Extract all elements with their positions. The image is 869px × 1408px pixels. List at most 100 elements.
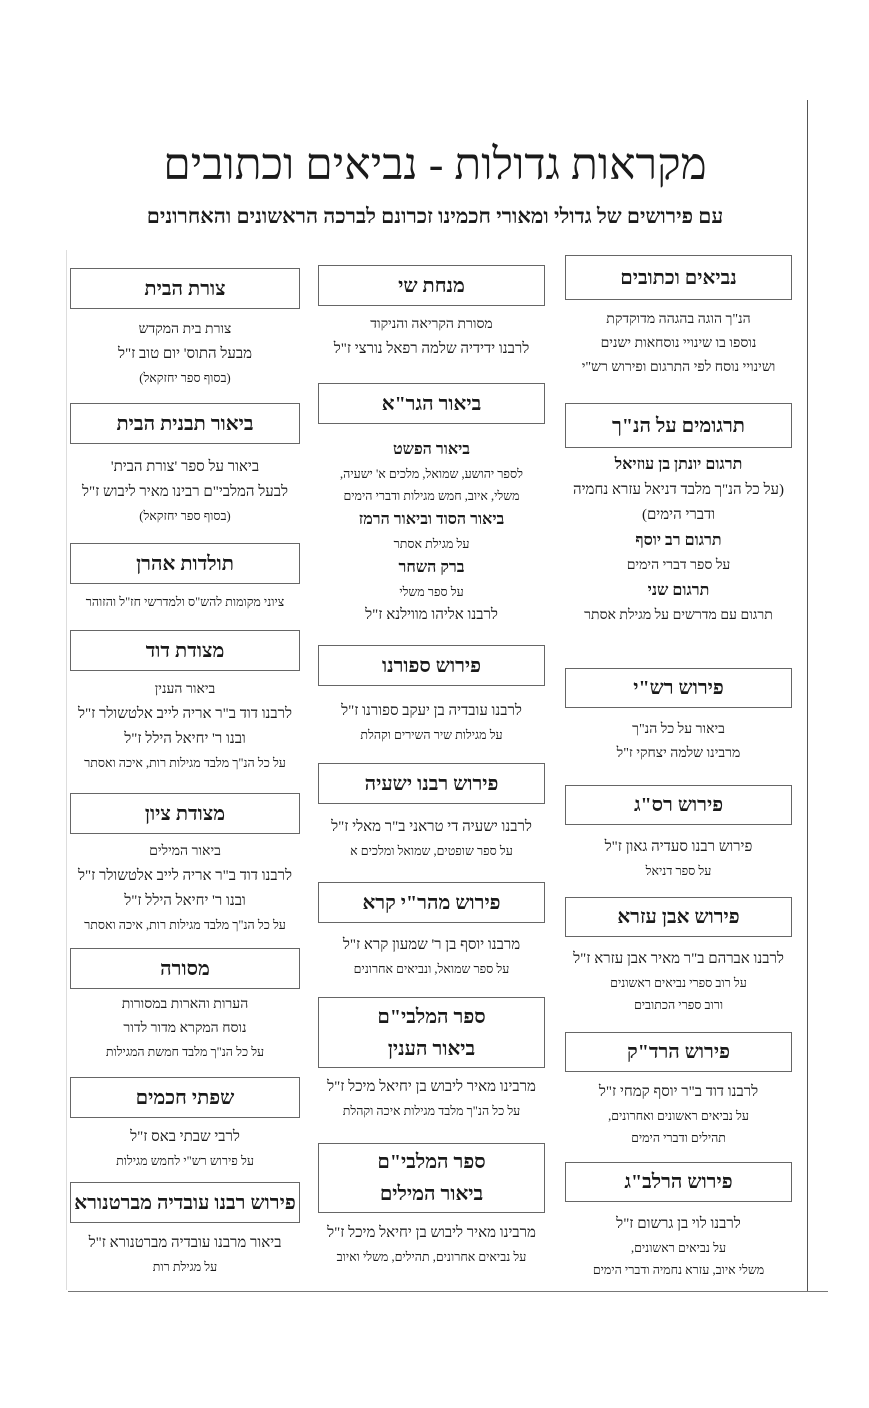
section-description: הנ"ך הוגה בהגהה מדוקדקת נוספו בו שינויי נ… <box>565 308 792 380</box>
section-heading-box: מצודת דוד <box>70 630 300 671</box>
section-description: ציוני מקומות להש"ס ולמדרשי חז"ל והזוהר <box>70 591 300 613</box>
section-heading-box: פירוש רבנו עובדיה מברטנורא <box>70 1182 300 1223</box>
description-line: ודברי הימים) <box>641 507 716 523</box>
description-line: לרבנו אברהם ב"ר מאיר אבן עזרא ז"ל <box>573 951 784 967</box>
description-line: ציוני מקומות להש"ס ולמדרשי חז"ל והזוהר <box>85 595 285 609</box>
section-description: לרבנו אברהם ב"ר מאיר אבן עזרא ז"ל על רוב … <box>565 947 792 1016</box>
section-heading: נביאים וכתובים <box>620 266 737 289</box>
section-heading: פירוש הרלב"ג <box>624 1171 733 1193</box>
sub-heading: תרגום יונתן בן עוזיאל <box>614 456 743 473</box>
description-line: על מגילת אסתר <box>393 537 470 551</box>
description-line: משלי איוב, עזרא נחמיה ודברי הימים <box>592 1263 765 1277</box>
section-description: מרבינו מאיר ליבוש בן יחיאל מיכל ז"ל על כל… <box>318 1075 545 1122</box>
description-line: לרבנו דוד ב"ר אריה לייב אלטשולר ז"ל <box>77 868 293 884</box>
section-heading: מצודת דוד <box>145 639 225 662</box>
description-line: לרבנו לוי בן גרשום ז"ל <box>616 1216 741 1232</box>
description-line: על מגילות שיר השירים וקהלת <box>360 728 503 742</box>
section-description: פירוש רבנו סעדיה גאון ז"ל על ספר דניאל <box>565 835 792 882</box>
description-line: על רוב ספרי נביאים ראשונים <box>610 976 747 990</box>
section-description: ביאור על כל הנ"ך מרבינו שלמה יצחקי ז"ל <box>565 718 792 766</box>
section-description: ביאור על ספר 'צורת הבית' לבעל המלבי"ם רבי… <box>70 455 300 527</box>
section-heading-box: מסורה <box>70 948 300 989</box>
section-heading-box: פירוש ספורנו <box>318 645 545 686</box>
section-heading: פירוש רבנו ישעיה <box>364 772 499 795</box>
section-description: ביאור מרבנו עובדיה מברטנורא ז"ל על מגילת … <box>70 1231 300 1278</box>
description-line: על כל הנ"ך מלבד מגילות רות, איכה ואסתר <box>84 756 286 770</box>
section-description: תרגום יונתן בן עוזיאל (על כל הנ"ך מלבד דנ… <box>565 452 792 628</box>
description-line: מרבינו מאיר ליבוש בן יחיאל מיכל ז"ל <box>327 1225 536 1241</box>
section-heading: פירוש ספורנו <box>381 654 482 677</box>
section-heading: ביאור תבנית הבית <box>116 412 254 435</box>
section-description: ביאור המילים לרבנו דוד ב"ר אריה לייב אלטש… <box>70 840 300 936</box>
description-line: נוסח המקרא מדור לדור <box>123 1021 247 1036</box>
description-line: ביאור הענין <box>154 682 216 697</box>
page-frame-left-rule <box>66 250 67 1290</box>
section-heading: ספר המלבי"ם <box>377 1151 486 1173</box>
description-line: על ספר משלי <box>399 585 464 599</box>
page-frame-right-rule <box>807 100 808 1292</box>
description-line: פירוש רבנו סעדיה גאון ז"ל <box>604 839 753 855</box>
description-line: לרבנו עובדיה בן יעקב ספורנו ז"ל <box>341 703 522 719</box>
description-line: הנ"ך הוגה בהגהה מדוקדקת <box>606 312 751 327</box>
description-line: ושינויי נוסח לפי התרגום ופירוש רש"י <box>581 360 776 375</box>
description-line: לבעל המלבי"ם רבינו מאיר ליבוש ז"ל <box>81 484 289 500</box>
section-heading: תולדות אהרן <box>136 552 234 575</box>
section-heading-box: פירוש מהר"י קרא <box>318 882 545 923</box>
page-subtitle: עם פירושים של גדולי ומאורי חכמינו זכרונם… <box>146 204 724 228</box>
section-heading: ביאור המילים <box>379 1183 484 1205</box>
description-line: מרבינו שלמה יצחקי ז"ל <box>616 746 741 761</box>
description-line: על כל הנ"ך מלבד מגילות רות, איכה ואסתר <box>84 918 286 932</box>
section-description: לרבי שבתי באס ז"ל על פירוש רש"י לחמש מגיל… <box>70 1125 300 1172</box>
sub-heading: ביאור הפשט <box>392 441 471 458</box>
section-description: הערות והארות במסורות נוסח המקרא מדור לדור… <box>70 993 300 1063</box>
description-line: (בסוף ספר יחזקאל) <box>139 509 231 523</box>
section-heading-box: פירוש רס"ג <box>565 785 792 825</box>
section-description: לרבנו עובדיה בן יעקב ספורנו ז"ל על מגילות… <box>318 699 545 746</box>
section-heading-box: צורת הבית <box>70 268 300 309</box>
section-description: צורת בית המקדש מבעל התוס' יום טוב ז"ל (בסו… <box>70 318 300 389</box>
section-heading-box: ביאור הגר"א <box>318 383 545 424</box>
section-description: לרבנו דוד ב"ר יוסף קמחי ז"ל על נביאים ראש… <box>565 1080 792 1149</box>
description-line: לרבנו אליהו מווילנא ז"ל <box>365 607 498 623</box>
page-title: מקראות גדולות - נביאים וכתובים <box>163 140 707 189</box>
description-line: ביאור על ספר 'צורת הבית' <box>110 459 260 475</box>
section-description: לרבנו ישעיה די טראני ב"ר מאלי ז"ל על ספר … <box>318 815 545 862</box>
section-heading-box: פירוש הרלב"ג <box>565 1162 792 1202</box>
section-heading: מסורה <box>160 957 210 980</box>
description-line: על נביאים ראשונים ואחרונים, <box>608 1109 749 1123</box>
section-heading: פירוש רש"י <box>633 677 724 699</box>
section-heading-box: פירוש רבנו ישעיה <box>318 763 545 804</box>
section-heading: ביאור הענין <box>387 1037 476 1060</box>
description-line: משלי, איוב, חמש מגילות ודברי הימים <box>343 489 520 503</box>
description-line: הערות והארות במסורות <box>121 997 249 1012</box>
description-line: ביאור על כל הנ"ך <box>632 722 725 737</box>
page-frame-bottom-rule <box>68 1291 828 1292</box>
section-heading-box: ספר המלבי"ם ביאור הענין <box>318 997 545 1068</box>
description-line: על ספר שמואל, ונביאים אחרונים <box>353 962 510 976</box>
description-line: על נביאים ראשונים, <box>630 1241 727 1255</box>
description-line: מרבנו יוסף בן ר' שמעון קרא ז"ל <box>342 937 521 953</box>
description-line: לספר יהושע, שמואל, מלכים א' ישעיה, <box>340 467 523 481</box>
section-heading-box: תרגומים על הנ"ך <box>565 403 792 448</box>
description-line: לרבי שבתי באס ז"ל <box>130 1129 240 1145</box>
description-line: תהילים ודברי הימים <box>631 1131 726 1145</box>
section-heading: פירוש מהר"י קרא <box>362 891 501 914</box>
description-line: נוספו בו שינויי נוסחאות ישנים <box>600 336 757 351</box>
description-line: על נביאים אחרונים, תהילים, משלי ואיוב <box>336 1250 527 1264</box>
section-heading: מנחת שי <box>398 274 465 297</box>
description-line: (בסוף ספר יחזקאל) <box>139 371 231 385</box>
description-line: מבעל התוס' יום טוב ז"ל <box>117 346 253 362</box>
section-heading-box: מצודת ציון <box>70 793 300 834</box>
section-heading: פירוש הרד"ק <box>627 1041 730 1063</box>
section-description: מרבינו מאיר ליבוש בן יחיאל מיכל ז"ל על נב… <box>318 1221 545 1268</box>
section-heading-box: פירוש אבן עזרא <box>565 897 792 937</box>
section-heading-box: ביאור תבנית הבית <box>70 403 300 444</box>
section-heading-box: מנחת שי <box>318 265 545 306</box>
section-description: מרבנו יוסף בן ר' שמעון קרא ז"ל על ספר שמו… <box>318 933 545 980</box>
sub-heading: ברק השחר <box>398 559 465 576</box>
sub-heading: ביאור הסוד וביאור הרמז <box>358 511 505 528</box>
description-line: על ספר דברי הימים <box>626 558 731 573</box>
section-heading: פירוש רבנו עובדיה מברטנורא <box>74 1191 296 1214</box>
description-line: על פירוש רש"י לחמש מגילות <box>116 1154 254 1168</box>
section-description: לרבנו לוי בן גרשום ז"ל על נביאים ראשונים,… <box>565 1212 792 1281</box>
